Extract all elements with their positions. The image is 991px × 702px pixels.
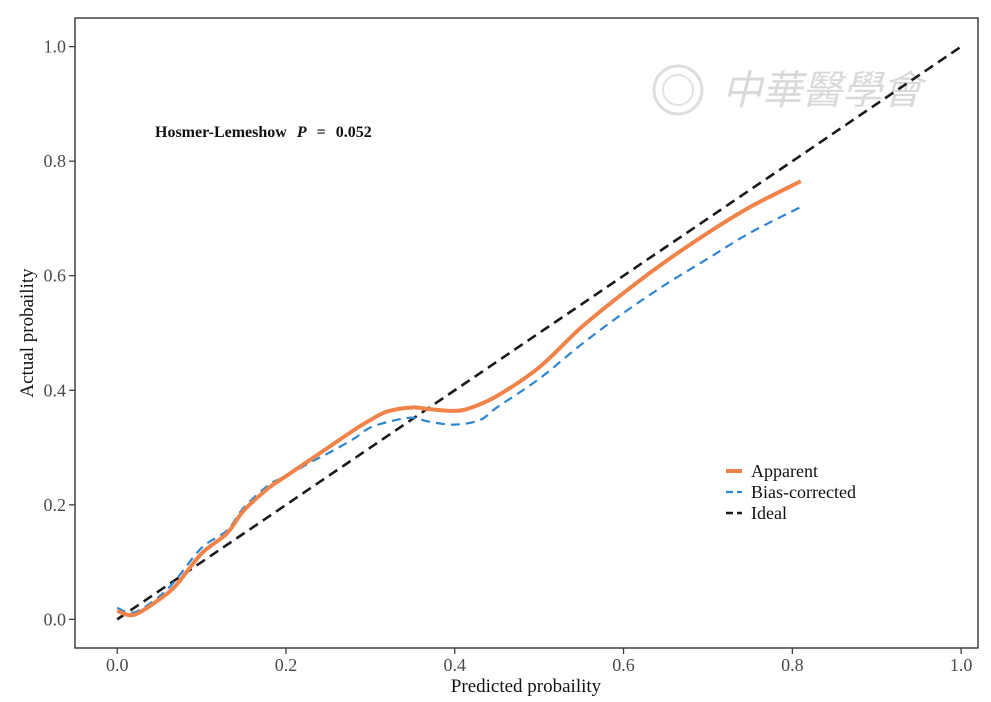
watermark: 中華醫學會 bbox=[652, 64, 927, 116]
y-tick-label: 1.0 bbox=[44, 37, 67, 57]
y-axis-title: Actual probaility bbox=[17, 268, 38, 398]
legend-label: Ideal bbox=[751, 503, 787, 523]
series-line-bias-corrected bbox=[116, 206, 802, 614]
x-tick-label: 0.0 bbox=[106, 655, 129, 675]
x-tick-label: 0.6 bbox=[612, 655, 635, 675]
x-axis-title: Predicted probaility bbox=[451, 676, 602, 697]
y-tick-label: 0.8 bbox=[44, 151, 67, 171]
watermark-seal-inner-icon bbox=[662, 74, 694, 106]
x-tick-label: 0.2 bbox=[275, 655, 298, 675]
x-tick-label: 0.8 bbox=[781, 655, 804, 675]
annotation-p-symbol: P bbox=[296, 124, 307, 141]
hosmer-lemeshow-annotation: Hosmer-Lemeshow P = 0.052 bbox=[155, 124, 372, 141]
x-tick-label: 0.4 bbox=[444, 655, 467, 675]
annotation-equals: = bbox=[317, 124, 326, 141]
annotation-p-value: 0.052 bbox=[336, 124, 372, 141]
y-tick-label: 0.0 bbox=[44, 609, 67, 629]
watermark-seal-icon bbox=[652, 64, 704, 116]
plot-frame bbox=[74, 17, 979, 649]
y-tick-label: 0.6 bbox=[44, 266, 67, 286]
legend-label: Bias-corrected bbox=[751, 482, 856, 502]
y-tick-label: 0.2 bbox=[44, 495, 67, 515]
series-line-apparent bbox=[116, 179, 802, 618]
series-line-ideal bbox=[116, 45, 962, 621]
y-axis: 0.0 0.2 0.4 0.6 0.8 1.0 bbox=[44, 37, 75, 629]
x-axis: 0.0 0.2 0.4 0.6 0.8 1.0 bbox=[106, 648, 972, 675]
series-layer bbox=[116, 45, 962, 621]
legend-label: Apparent bbox=[751, 461, 818, 481]
annotation-prefix: Hosmer-Lemeshow bbox=[155, 124, 287, 141]
y-tick-label: 0.4 bbox=[44, 380, 67, 400]
x-tick-label: 1.0 bbox=[950, 655, 973, 675]
watermark-text: 中華醫學會 bbox=[722, 68, 927, 113]
